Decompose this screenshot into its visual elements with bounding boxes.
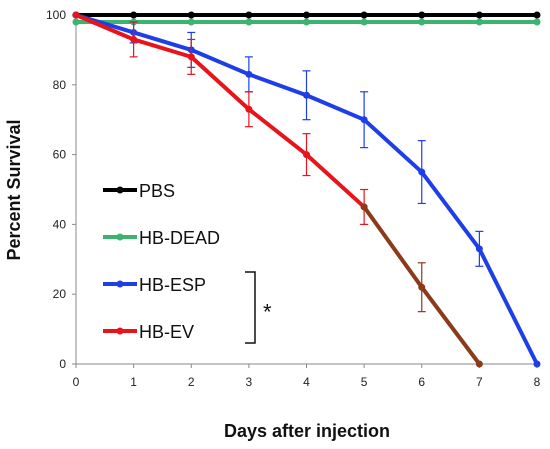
legend-marker [116,280,124,288]
x-axis-title: Days after injection [224,421,390,441]
data-point [360,18,368,26]
data-point [130,11,138,19]
y-axis-title: Percent Survival [4,119,24,260]
series-hb-ev [72,11,369,225]
data-point [303,151,310,159]
data-point [245,11,253,19]
data-point [303,91,310,99]
data-point [72,18,80,26]
y-tick-label: 0 [59,357,66,371]
data-point [303,18,310,26]
legend-label: PBS [139,181,175,201]
legend-marker [116,186,124,194]
series-layer [72,11,541,368]
legend-item: HB-EV [103,322,194,342]
data-point [245,105,253,113]
data-point [303,11,310,19]
x-tick-label: 7 [476,375,483,389]
data-point [245,70,253,78]
data-point [475,11,483,19]
series-line [75,13,366,209]
legend: PBS HB-DEAD HB-ESP HB-EV * [103,181,272,344]
data-point [533,18,541,26]
data-point [187,11,195,19]
x-tick-label: 4 [303,375,310,389]
x-tick-label: 8 [534,375,541,389]
legend-item: PBS [103,181,175,201]
y-tick-label: 100 [46,8,66,22]
legend-item: HB-ESP [103,275,206,295]
data-point [533,11,541,19]
significance-star: * [263,300,272,325]
y-tick-label: 60 [53,148,67,162]
x-tick-label: 0 [73,375,80,389]
data-point [130,35,138,43]
y-tick-label: 40 [53,217,67,231]
x-tick-label: 5 [361,375,368,389]
data-point [475,18,483,26]
x-tick-label: 3 [246,375,253,389]
x-tick-label: 6 [418,375,425,389]
data-point [360,116,368,124]
significance-bracket: * [245,271,272,344]
data-point [418,11,426,19]
data-point [72,11,80,19]
legend-label: HB-EV [139,322,194,342]
data-point [360,203,368,211]
data-point [187,53,195,61]
x-tick-label: 1 [130,375,137,389]
data-point [245,18,253,26]
data-point [187,18,195,26]
data-point [418,168,426,176]
legend-label: HB-ESP [139,275,206,295]
legend-item: HB-DEAD [103,228,220,248]
data-point [475,245,483,253]
legend-marker [116,233,124,241]
legend-label: HB-DEAD [139,228,220,248]
data-point [533,360,541,368]
series-hb-ev [360,203,483,368]
series-pbs [72,11,541,19]
data-point [418,283,426,291]
data-point [360,11,368,19]
legend-marker [116,327,124,335]
series-hb-esp [72,11,541,368]
data-point [418,18,426,26]
bracket-line [245,271,256,344]
data-point [475,360,483,368]
y-tick-label: 80 [53,78,67,92]
y-tick-label: 20 [53,287,67,301]
series-hb-dead [72,18,541,26]
x-tick-label: 2 [188,375,195,389]
